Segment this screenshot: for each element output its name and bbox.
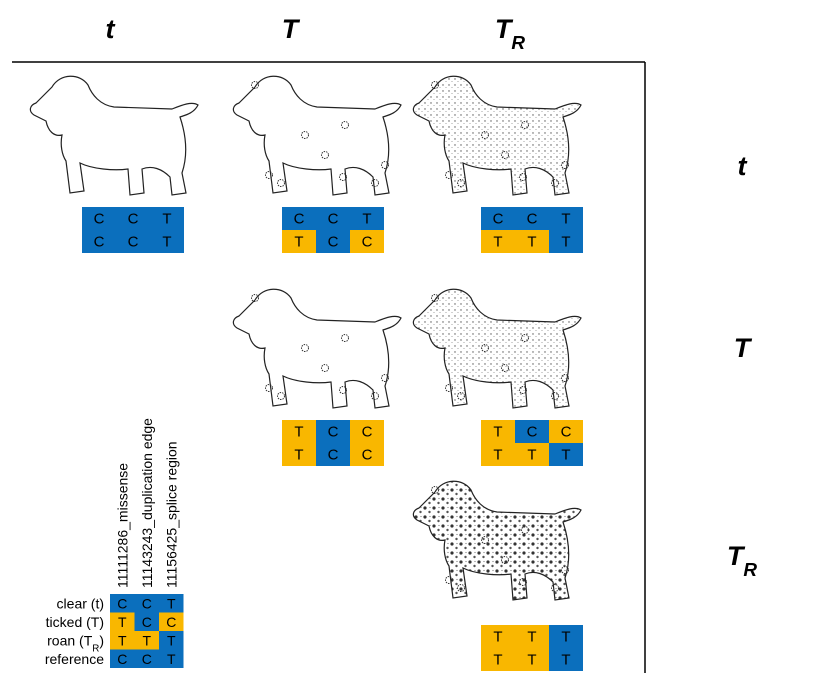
allele: T <box>493 234 502 251</box>
allele: T <box>493 447 502 464</box>
dog <box>413 76 581 195</box>
allele: T <box>294 234 303 251</box>
allele: C <box>328 447 339 464</box>
dog <box>233 289 401 408</box>
allele: C <box>362 447 373 464</box>
haplotype-label: reference <box>45 651 104 667</box>
dog-outline <box>233 289 401 408</box>
allele: T <box>167 651 176 667</box>
allele: C <box>527 211 538 228</box>
allele: C <box>328 211 339 228</box>
row-header-subscript: R <box>743 560 757 581</box>
allele: C <box>294 211 305 228</box>
allele: T <box>493 629 502 646</box>
row-header: T <box>734 333 753 363</box>
allele: C <box>117 595 127 611</box>
allele: T <box>561 652 570 669</box>
allele: C <box>128 211 139 228</box>
column-header: t <box>106 14 116 44</box>
marker-label: 11156425_splice region <box>163 441 179 588</box>
allele: T <box>493 424 502 441</box>
allele: T <box>118 614 127 630</box>
haplotype-label-suffix: ) <box>99 632 104 648</box>
allele: C <box>328 234 339 251</box>
allele: T <box>167 595 176 611</box>
dog-outline <box>233 76 401 195</box>
dog <box>233 76 401 195</box>
dog <box>413 481 581 600</box>
allele: C <box>527 424 538 441</box>
haplotype-label-text: clear (t) <box>57 595 104 611</box>
allele: T <box>294 424 303 441</box>
allele: C <box>142 614 152 630</box>
allele: T <box>142 632 151 648</box>
allele: T <box>294 447 303 464</box>
haplotype-label-text: ticked (T) <box>46 614 104 630</box>
dog-outline <box>30 76 198 195</box>
row-header-text: T <box>734 333 753 363</box>
haplotype-label-text: reference <box>45 651 104 667</box>
figure: tTTRtTTRCCTCCTCCTTCCCCTTTTTCCTCCTCCTTTTT… <box>0 0 829 673</box>
allele: C <box>142 595 152 611</box>
haplotype-label: ticked (T) <box>46 614 104 630</box>
allele: T <box>162 234 171 251</box>
marker-label: 11111286_missense <box>114 463 130 588</box>
allele: T <box>527 652 536 669</box>
row-header: TR <box>727 541 758 581</box>
allele: T <box>527 447 536 464</box>
dog-outline <box>413 289 581 408</box>
allele: T <box>527 234 536 251</box>
allele: T <box>162 211 171 228</box>
allele: T <box>527 629 536 646</box>
column-header-subscript: R <box>511 33 525 54</box>
allele: T <box>561 211 570 228</box>
allele: T <box>561 629 570 646</box>
row-header: t <box>738 151 748 181</box>
column-header: TR <box>495 14 526 54</box>
allele: C <box>128 234 139 251</box>
haplotype-label: clear (t) <box>57 595 104 611</box>
marker-label: 11143243_duplication edge <box>139 418 155 588</box>
column-header-text: t <box>106 14 116 44</box>
allele: C <box>362 424 373 441</box>
dog-outline <box>413 481 581 600</box>
allele: T <box>362 211 371 228</box>
dog-outline <box>413 76 581 195</box>
allele: C <box>362 234 373 251</box>
allele: C <box>561 424 572 441</box>
allele: T <box>561 234 570 251</box>
allele: C <box>166 614 176 630</box>
allele: T <box>561 447 570 464</box>
allele: C <box>142 651 152 667</box>
dog <box>30 76 198 195</box>
allele: C <box>328 424 339 441</box>
allele: T <box>167 632 176 648</box>
allele: C <box>493 211 504 228</box>
dog <box>413 289 581 408</box>
column-header: T <box>282 14 301 44</box>
haplotype-label-text: roan (T <box>47 632 93 648</box>
allele: T <box>118 632 127 648</box>
row-header-text: t <box>738 151 748 181</box>
allele: C <box>117 651 127 667</box>
allele: C <box>94 234 105 251</box>
column-header-text: T <box>282 14 301 44</box>
allele: C <box>94 211 105 228</box>
allele: T <box>493 652 502 669</box>
